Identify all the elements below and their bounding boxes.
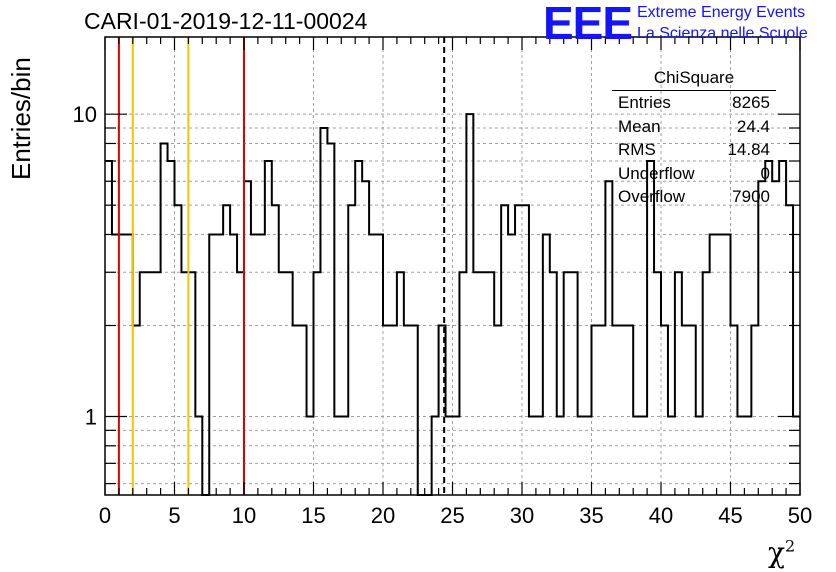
x-tick-label: 15 <box>301 503 325 528</box>
stats-key: Underflow <box>618 163 695 183</box>
stats-key: Overflow <box>618 187 686 206</box>
x-tick-label: 10 <box>232 503 256 528</box>
logo-line-2: La Scienza nelle Scuole <box>637 25 808 42</box>
run-title: CARI-01-2019-12-11-00024 <box>84 8 368 34</box>
y-tick-label: 1 <box>85 405 97 430</box>
stats-value: 0 <box>760 163 770 183</box>
x-tick-label: 5 <box>168 503 180 528</box>
x-axis-label: χ2 <box>768 536 796 569</box>
logo-line-1: Extreme Energy Events <box>637 4 806 21</box>
x-tick-label: 50 <box>788 503 812 528</box>
stats-title: ChiSquare <box>612 68 776 91</box>
stats-key: RMS <box>618 140 656 159</box>
eee-logo-text: Extreme Energy Events La Scienza nelle S… <box>637 2 808 44</box>
stats-value: 7900 <box>732 187 770 206</box>
stats-value: 24.4 <box>736 116 770 136</box>
x-tick-label: 35 <box>579 503 603 528</box>
x-tick-label: 25 <box>440 503 464 528</box>
stats-value: 8265 <box>732 93 770 112</box>
y-axis-label: Entries/bin <box>6 57 36 180</box>
stats-row-entries: Entries 8265 <box>612 93 776 117</box>
stats-key: Mean <box>618 116 661 136</box>
x-tick-label: 40 <box>649 503 673 528</box>
x-tick-label: 45 <box>718 503 742 528</box>
x-tick-label: 30 <box>510 503 534 528</box>
y-tick-label: 10 <box>73 102 97 127</box>
stats-row-overflow: Overflow 7900 <box>612 187 776 211</box>
stats-value: 14.84 <box>727 140 770 159</box>
x-tick-label: 0 <box>99 503 111 528</box>
stats-box: ChiSquare Entries 8265 Mean 24.4 RMS 14.… <box>612 68 776 211</box>
stats-row-mean: Mean 24.4 <box>612 117 776 141</box>
stats-key: Entries <box>618 93 671 112</box>
eee-logo: EEE <box>543 0 633 49</box>
stats-row-rms: RMS 14.84 <box>612 140 776 164</box>
stats-row-underflow: Underflow 0 <box>612 164 776 188</box>
histogram-series <box>105 113 800 496</box>
x-tick-label: 20 <box>371 503 395 528</box>
